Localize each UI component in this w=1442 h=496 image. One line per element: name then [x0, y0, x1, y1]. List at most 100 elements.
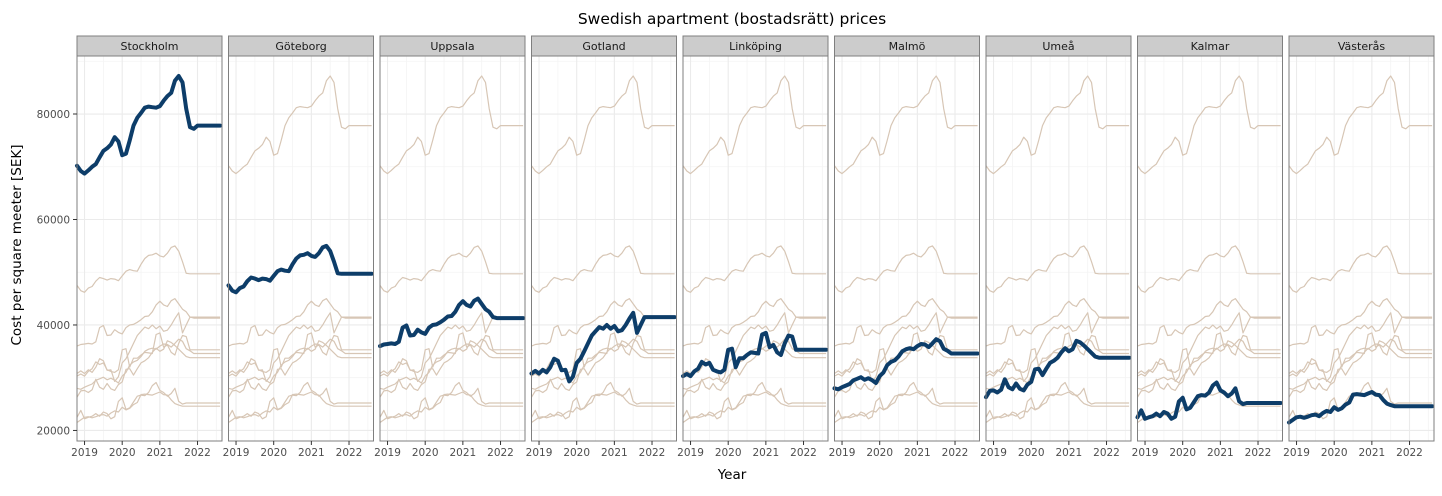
background-series-line [76, 332, 221, 377]
x-tick-label: 2021 [601, 447, 628, 459]
facet-strip [1288, 35, 1435, 57]
x-tick-label: 2020 [563, 447, 590, 459]
x-tick-label: 2022 [184, 447, 211, 459]
background-series-line [985, 298, 1130, 347]
background-series-line [76, 298, 221, 347]
background-series-line [379, 391, 524, 423]
facet-strip-label: Linköping [729, 40, 782, 53]
highlight-series-line-västerås [1287, 390, 1435, 425]
background-series-line [985, 245, 1130, 293]
chart-title: Swedish apartment (bostadsrätt) prices [578, 10, 886, 28]
background-series-line [76, 245, 221, 293]
x-tick-label: 2022 [1396, 447, 1423, 459]
background-series-line [1288, 298, 1433, 347]
background-series-line [834, 298, 978, 347]
x-tick-label: 2019 [980, 447, 1007, 459]
background-series-line [834, 332, 978, 377]
x-tick-label: 2019 [1132, 447, 1159, 459]
background-series-line [985, 312, 1130, 382]
x-tick-label: 2020 [715, 447, 742, 459]
panel-malmö: Malmö 2019 2020 2021 2022 [829, 35, 980, 459]
background-series-line [985, 391, 1130, 423]
facet-strip-label: Malmö [889, 40, 926, 53]
x-tick-label: 2021 [1055, 447, 1082, 459]
facet-strip-label: Uppsala [430, 40, 474, 53]
background-series-line [379, 332, 524, 377]
background-series-line [531, 332, 675, 377]
background-series-line [76, 391, 221, 423]
x-tick-label: 2022 [1093, 447, 1120, 459]
x-tick-label: 2021 [1207, 447, 1234, 459]
background-series-line [682, 75, 827, 175]
background-series-line [1288, 75, 1433, 175]
facet-strip-label: Gotland [582, 40, 625, 53]
y-tick-label: 40000 [37, 320, 70, 332]
facet-strip [834, 35, 980, 57]
background-series-line [1288, 340, 1433, 398]
background-series-line [228, 332, 372, 377]
background-series-line [1288, 338, 1433, 390]
panel-linköping: Linköping 2019 2020 2021 2022 [677, 35, 829, 459]
x-tick-label: 2021 [449, 447, 476, 459]
x-tick-label: 2022 [942, 447, 969, 459]
x-tick-label: 2022 [790, 447, 817, 459]
background-series-line [228, 298, 372, 347]
x-tick-label: 2021 [752, 447, 779, 459]
x-tick-label: 2022 [1245, 447, 1272, 459]
x-tick-label: 2022 [336, 447, 363, 459]
x-tick-label: 2019 [374, 447, 401, 459]
x-tick-label: 2020 [412, 447, 439, 459]
background-series-line [379, 338, 524, 390]
background-series-line [1137, 245, 1281, 293]
x-axis-label: Year [717, 467, 747, 483]
background-series-line [227, 340, 372, 398]
panel-göteborg: Göteborg 2019 2020 2021 2022 [223, 35, 374, 459]
background-series-line [833, 340, 978, 398]
x-tick-label: 2021 [1358, 447, 1385, 459]
background-series-line [834, 75, 978, 175]
background-series-line [682, 298, 827, 347]
background-series-line [682, 312, 827, 382]
panel-kalmar: Kalmar 2019 2020 2021 2022 [1132, 35, 1283, 459]
background-series-line [1288, 312, 1433, 382]
background-series-line [76, 312, 221, 382]
background-series-line [531, 75, 675, 175]
x-tick-label: 2020 [109, 447, 136, 459]
background-series-line [379, 75, 524, 175]
highlight-series-line-gotland [529, 310, 677, 384]
highlight-series-line-göteborg [226, 243, 374, 295]
facet-strip [985, 35, 1132, 57]
x-tick-label: 2022 [639, 447, 666, 459]
background-series-line [228, 391, 372, 423]
background-series-line [682, 338, 827, 390]
facet-strip-label: Umeå [1042, 40, 1074, 53]
background-series-line [76, 338, 221, 390]
facet-strip-label: Göteborg [275, 40, 326, 53]
background-series-line [530, 340, 675, 398]
facet-strip-label: Stockholm [121, 40, 179, 53]
y-tick-label: 20000 [37, 425, 70, 437]
y-tick-label: 80000 [37, 109, 70, 121]
background-series-line [834, 391, 978, 423]
background-series-line [834, 245, 978, 293]
background-series-line [1288, 245, 1433, 293]
background-series-line [1137, 75, 1281, 175]
highlight-series-line-linköping [681, 330, 829, 379]
x-tick-label: 2019 [677, 447, 704, 459]
background-series-line [834, 312, 978, 382]
x-tick-label: 2020 [1018, 447, 1045, 459]
x-tick-label: 2021 [146, 447, 173, 459]
background-series-line [228, 312, 372, 382]
highlight-series-line-kalmar [1135, 380, 1283, 421]
x-tick-label: 2020 [866, 447, 893, 459]
background-series-line [682, 340, 827, 398]
background-series-line [1137, 338, 1281, 390]
background-series-line [682, 245, 827, 293]
x-tick-label: 2020 [1321, 447, 1348, 459]
background-series-line [531, 391, 675, 423]
facet-strip [228, 35, 374, 57]
facet-strip [379, 35, 526, 57]
facet-strip [1137, 35, 1283, 57]
